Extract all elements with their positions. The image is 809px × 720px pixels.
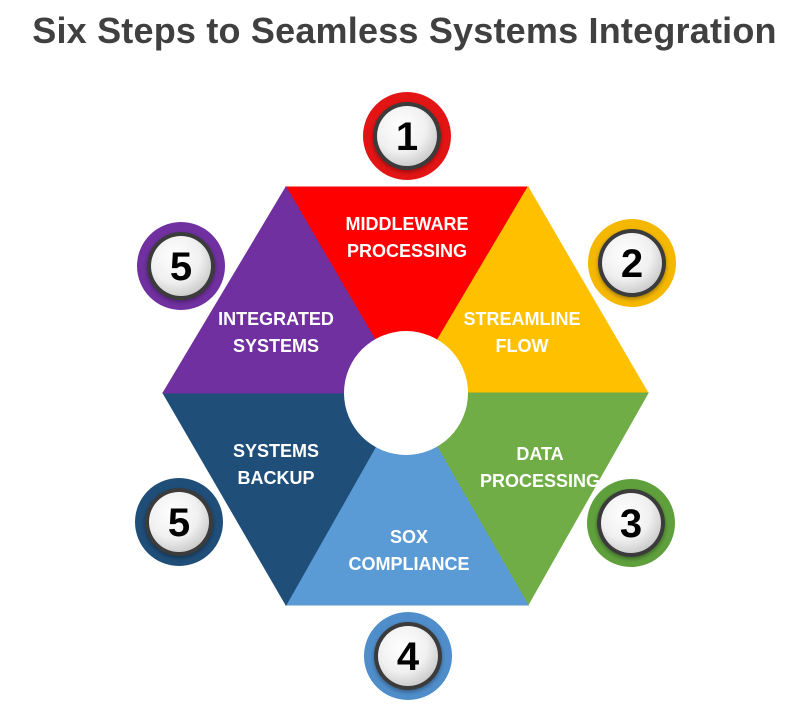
step-badge-1: 1	[363, 92, 451, 180]
center-hole	[344, 331, 468, 455]
step-badge-2: 2	[588, 219, 676, 307]
step-number: 5	[170, 245, 192, 289]
segment-label-5: SYSTEMS BACKUP	[233, 441, 319, 488]
step-number: 5	[168, 501, 190, 545]
segment-label-1: MIDDLEWARE PROCESSING	[346, 214, 469, 261]
segment-label-6: INTEGRATED SYSTEMS	[218, 309, 334, 356]
step-badge-6: 5	[137, 222, 225, 310]
segment-label-4: SOX COMPLIANCE	[349, 527, 470, 574]
page-title: Six Steps to Seamless Systems Integratio…	[32, 10, 777, 51]
step-badge-5: 5	[135, 478, 223, 566]
step-number: 1	[396, 115, 418, 159]
step-number: 2	[621, 242, 643, 286]
step-number: 3	[620, 502, 642, 546]
segment-label-2: STREAMLINE FLOW	[464, 309, 581, 356]
segment-6	[162, 186, 407, 394]
step-badge-4: 4	[364, 612, 452, 700]
step-number: 4	[397, 635, 420, 679]
step-badge-3: 3	[587, 479, 675, 567]
segment-label-3: DATA PROCESSING	[480, 444, 600, 491]
